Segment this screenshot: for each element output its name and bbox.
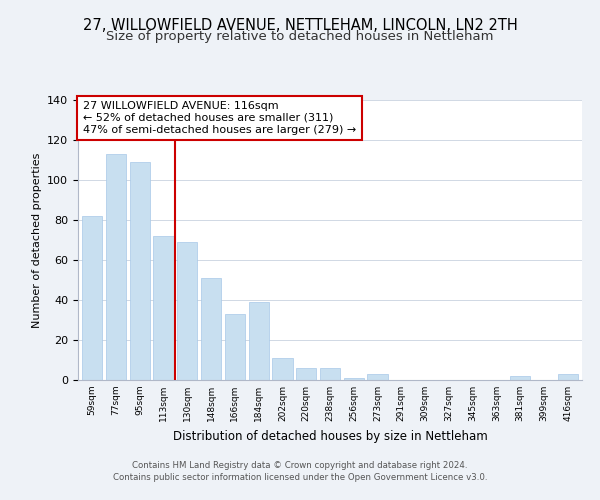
Bar <box>177 242 197 380</box>
Bar <box>201 278 221 380</box>
Text: Contains public sector information licensed under the Open Government Licence v3: Contains public sector information licen… <box>113 473 487 482</box>
Bar <box>296 368 316 380</box>
Bar <box>320 368 340 380</box>
Bar <box>344 378 364 380</box>
Text: Size of property relative to detached houses in Nettleham: Size of property relative to detached ho… <box>106 30 494 43</box>
Bar <box>106 154 126 380</box>
Bar <box>130 162 150 380</box>
Bar <box>367 374 388 380</box>
Bar <box>82 216 103 380</box>
Bar <box>154 236 173 380</box>
Text: 27, WILLOWFIELD AVENUE, NETTLEHAM, LINCOLN, LN2 2TH: 27, WILLOWFIELD AVENUE, NETTLEHAM, LINCO… <box>83 18 517 32</box>
Text: 27 WILLOWFIELD AVENUE: 116sqm
← 52% of detached houses are smaller (311)
47% of : 27 WILLOWFIELD AVENUE: 116sqm ← 52% of d… <box>83 102 356 134</box>
Y-axis label: Number of detached properties: Number of detached properties <box>32 152 41 328</box>
Bar <box>510 376 530 380</box>
Bar <box>225 314 245 380</box>
Bar <box>272 358 293 380</box>
X-axis label: Distribution of detached houses by size in Nettleham: Distribution of detached houses by size … <box>173 430 487 442</box>
Text: Contains HM Land Registry data © Crown copyright and database right 2024.: Contains HM Land Registry data © Crown c… <box>132 461 468 470</box>
Bar <box>557 374 578 380</box>
Bar <box>248 302 269 380</box>
